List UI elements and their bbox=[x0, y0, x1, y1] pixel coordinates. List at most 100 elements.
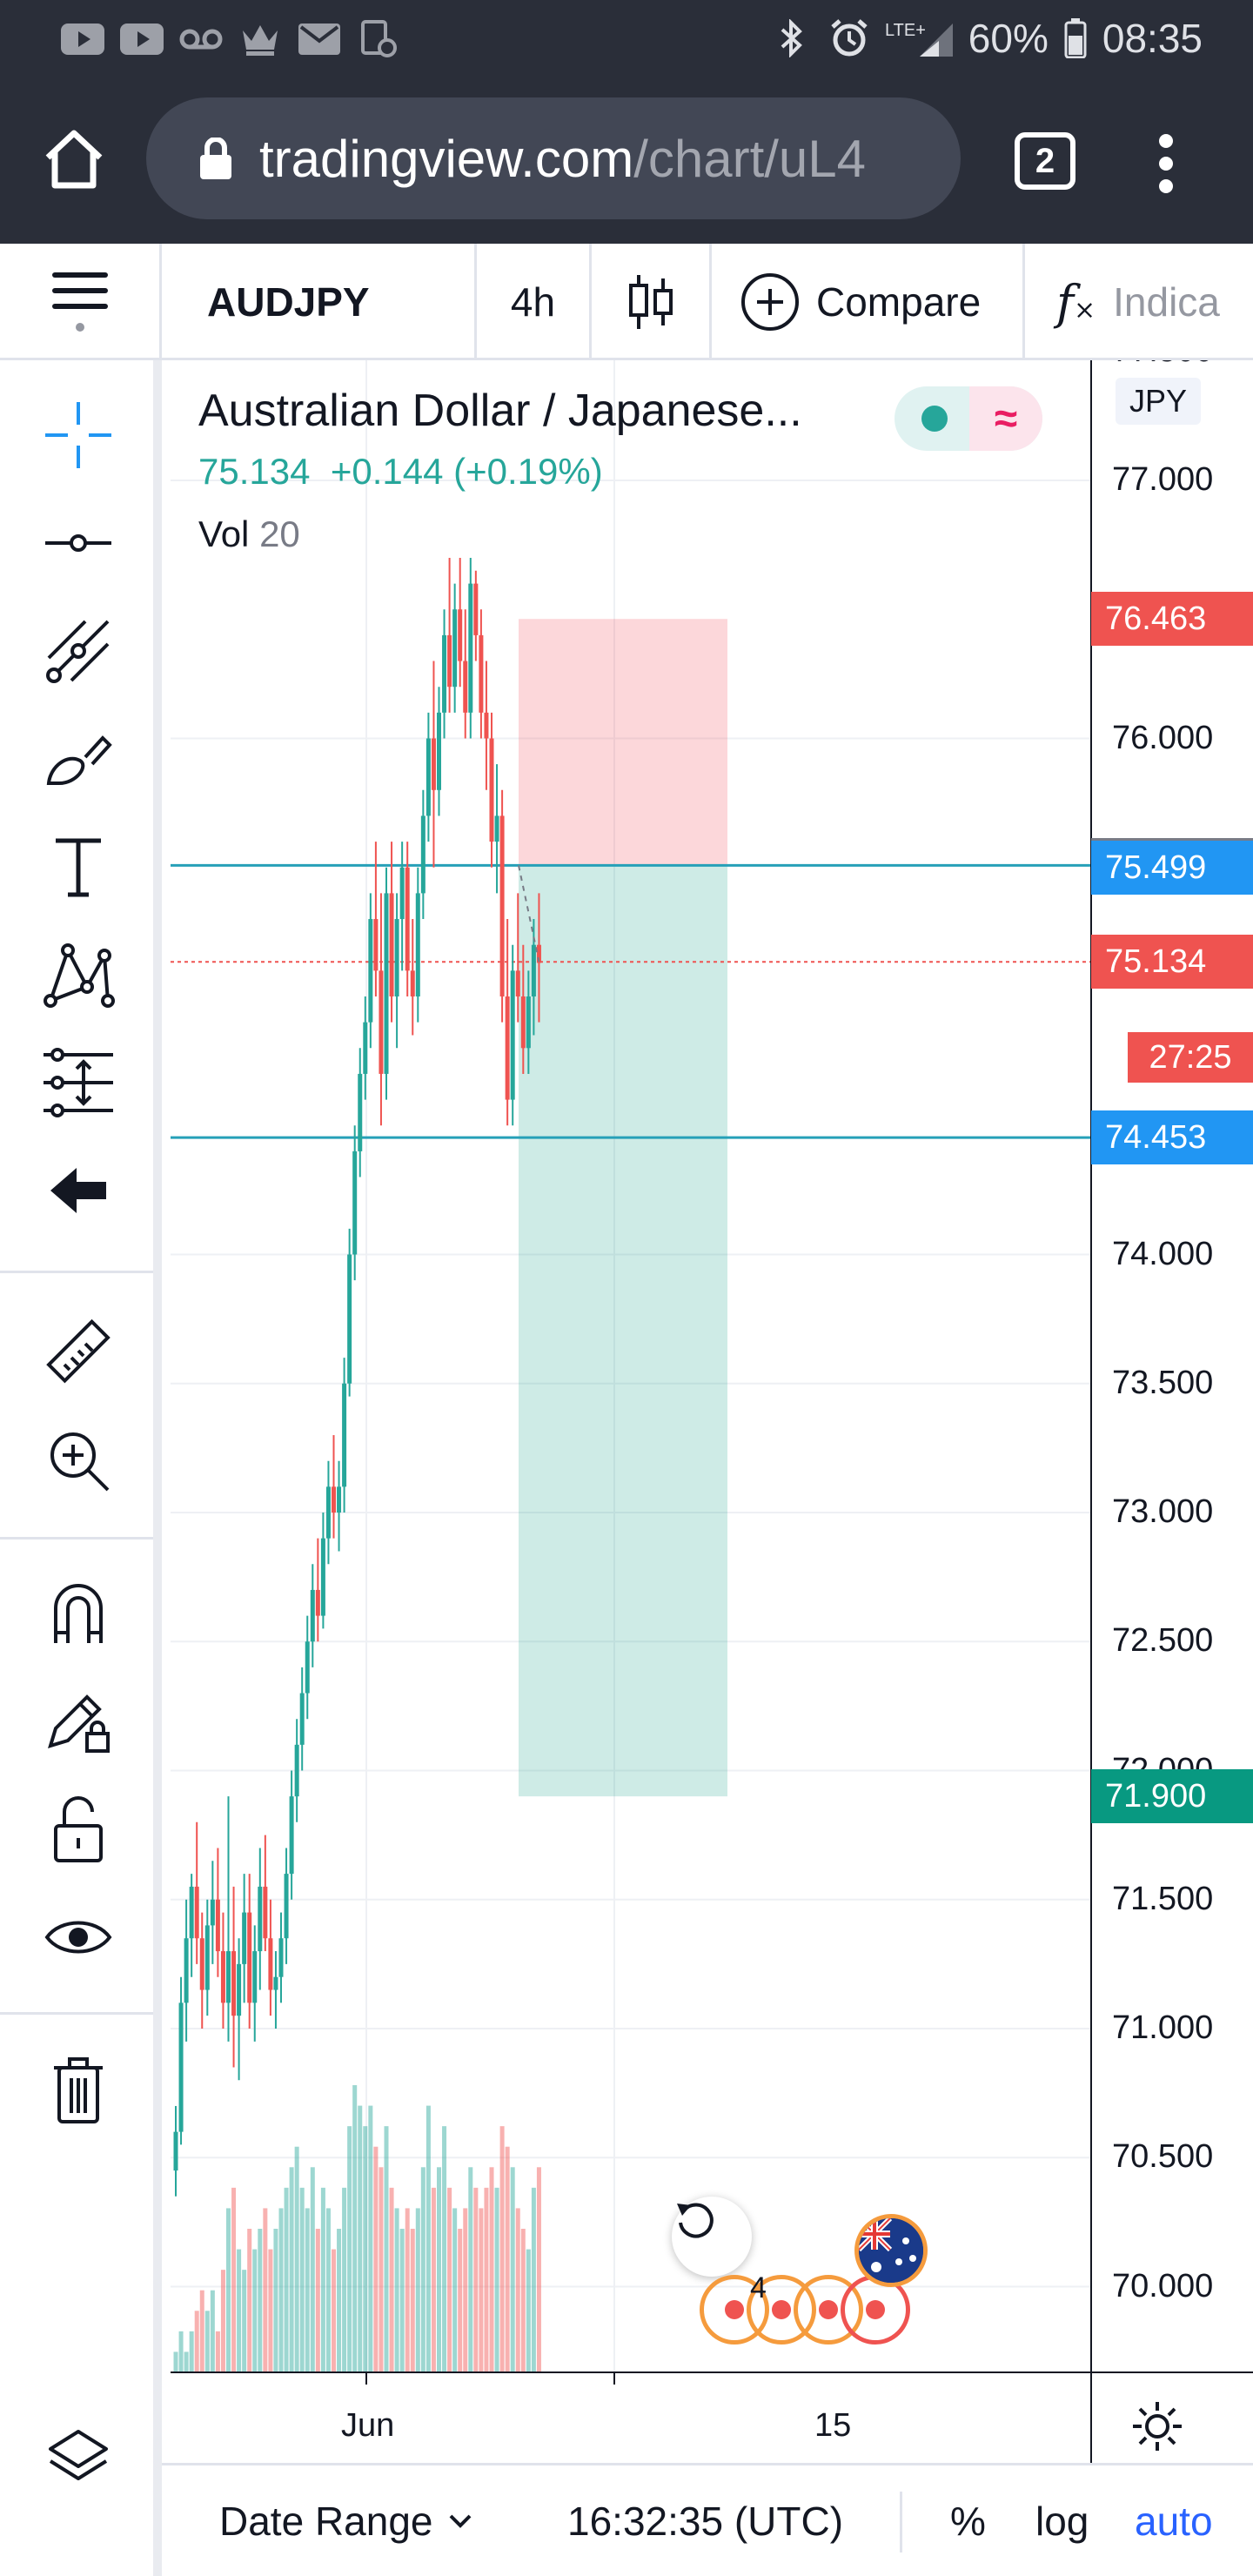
volume-bar bbox=[242, 2270, 247, 2372]
bottom-toolbar: Date Range 16:32:35 (UTC) % log auto bbox=[162, 2463, 1253, 2576]
price-axis-label: 75.134 bbox=[1091, 935, 1253, 989]
percent-scale-toggle[interactable]: % bbox=[950, 2498, 986, 2544]
volume-label: Vol bbox=[198, 513, 250, 554]
alarm-icon bbox=[828, 19, 871, 57]
chart-style-button[interactable] bbox=[592, 244, 712, 360]
chart-settings-button[interactable] bbox=[1114, 2383, 1201, 2470]
address-bar[interactable]: tradingview.com/chart/uL4 bbox=[146, 97, 961, 219]
lock-drawings-button[interactable] bbox=[35, 1786, 122, 1873]
date-range-button[interactable]: Date Range bbox=[219, 2465, 473, 2576]
volume-legend[interactable]: Vol 20 bbox=[198, 513, 802, 555]
volume-bar bbox=[284, 2187, 289, 2372]
pencil-lock-icon bbox=[48, 1694, 110, 1753]
long-short-icon bbox=[44, 1048, 113, 1117]
auto-scale-toggle[interactable]: auto bbox=[1135, 2498, 1213, 2544]
currency-label[interactable]: JPY bbox=[1116, 378, 1202, 425]
trend-line-tool[interactable] bbox=[35, 500, 122, 587]
prediction-tool[interactable] bbox=[35, 1039, 122, 1126]
candle-body bbox=[463, 661, 468, 713]
volume-bar bbox=[310, 2167, 315, 2372]
candle-body bbox=[442, 634, 447, 713]
object-tree-button[interactable] bbox=[35, 2414, 122, 2501]
candle-body bbox=[479, 634, 484, 713]
pattern-tool[interactable] bbox=[35, 931, 122, 1018]
crosshair-icon bbox=[45, 402, 111, 468]
candle-body bbox=[294, 1744, 299, 1797]
volume-bar bbox=[278, 2208, 284, 2372]
volume-length: 20 bbox=[259, 513, 300, 554]
candle-body bbox=[399, 867, 405, 920]
price-tick-label: 74.000 bbox=[1112, 1235, 1214, 1272]
chevron-down-icon bbox=[449, 2514, 471, 2528]
volume-bar bbox=[431, 2187, 436, 2372]
price-axis-label: 74.453 bbox=[1091, 1110, 1253, 1165]
brush-icon bbox=[46, 735, 112, 785]
fib-tool[interactable] bbox=[35, 607, 122, 694]
url-host: tradingview.com bbox=[259, 129, 634, 188]
candle-body bbox=[499, 815, 505, 996]
market-status-pill[interactable]: ≈ bbox=[895, 386, 1042, 451]
browser-menu-button[interactable] bbox=[1140, 129, 1192, 198]
hamburger-menu-button[interactable] bbox=[0, 244, 162, 360]
volume-bar bbox=[384, 2126, 389, 2372]
tab-switcher-button[interactable]: 2 bbox=[1015, 132, 1075, 190]
compare-button[interactable]: Compare bbox=[712, 244, 1025, 360]
candle-body bbox=[536, 944, 541, 963]
candle-body bbox=[247, 1912, 252, 2003]
home-button[interactable] bbox=[35, 120, 113, 198]
interval-button[interactable]: 4h bbox=[477, 244, 592, 360]
chart-area[interactable]: Australian Dollar / Japanese... 75.134 +… bbox=[171, 360, 1253, 2463]
candle-body bbox=[347, 1254, 352, 1384]
indicators-button[interactable]: f× Indica bbox=[1025, 244, 1253, 360]
log-scale-toggle[interactable]: log bbox=[1035, 2498, 1089, 2544]
symbol-search-button[interactable]: AUDJPY bbox=[162, 244, 477, 360]
reset-chart-button[interactable] bbox=[672, 2197, 752, 2277]
text-tool[interactable] bbox=[35, 823, 122, 910]
candle-body bbox=[184, 1938, 189, 2003]
volume-bar bbox=[399, 2229, 405, 2372]
price-axis-label: 75.499 bbox=[1091, 841, 1253, 896]
add-circle-icon bbox=[741, 273, 799, 331]
measure-tool[interactable] bbox=[35, 1309, 122, 1396]
ruler-icon bbox=[46, 1318, 111, 1384]
remove-drawings-button[interactable] bbox=[35, 2047, 122, 2134]
stop-loss-zone bbox=[519, 619, 727, 866]
zoom-in-tool[interactable] bbox=[35, 1417, 122, 1504]
price-tick-label: 77.500 bbox=[1112, 360, 1213, 370]
eye-icon bbox=[44, 1921, 112, 1954]
candle-body bbox=[299, 1693, 305, 1745]
chart-canvas[interactable] bbox=[171, 360, 1253, 2463]
candle-body bbox=[473, 583, 479, 635]
candle-body bbox=[231, 1951, 237, 2016]
candle-body bbox=[278, 1938, 284, 1977]
candle-body bbox=[458, 609, 463, 661]
candle-body bbox=[204, 1925, 210, 1990]
brush-tool[interactable] bbox=[35, 715, 122, 802]
candle-body bbox=[384, 893, 389, 1074]
trash-icon bbox=[54, 2057, 103, 2123]
text-icon bbox=[56, 838, 101, 897]
volume-bar bbox=[258, 2229, 263, 2372]
hide-drawings-button[interactable] bbox=[35, 1894, 122, 1981]
pattern-icon bbox=[44, 943, 115, 1008]
volume-bar bbox=[273, 2229, 278, 2372]
magnet-mode-button[interactable] bbox=[35, 1570, 122, 1657]
volume-bar bbox=[247, 2229, 252, 2372]
notification-icons bbox=[61, 17, 400, 61]
candle-body bbox=[189, 1886, 194, 1939]
layers-icon bbox=[49, 2430, 108, 2480]
economic-events[interactable]: 4 bbox=[700, 2214, 1013, 2353]
volume-bar bbox=[299, 2187, 305, 2372]
volume-bar bbox=[178, 2331, 184, 2372]
symbol-title[interactable]: Australian Dollar / Japanese... bbox=[198, 386, 802, 436]
stay-in-drawing-mode-button[interactable] bbox=[35, 1678, 122, 1765]
crosshair-tool[interactable] bbox=[35, 392, 122, 479]
url-path: /chart/uL4 bbox=[633, 129, 867, 188]
utc-clock[interactable]: 16:32:35 (UTC) bbox=[567, 2498, 844, 2544]
volume-bar bbox=[215, 2331, 220, 2372]
collapse-toolbar-button[interactable] bbox=[35, 1147, 122, 1234]
time-label-15: 15 bbox=[814, 2407, 852, 2444]
crown-icon bbox=[238, 20, 282, 58]
australia-flag-icon[interactable] bbox=[854, 2214, 928, 2287]
volume-bar bbox=[268, 2249, 273, 2372]
